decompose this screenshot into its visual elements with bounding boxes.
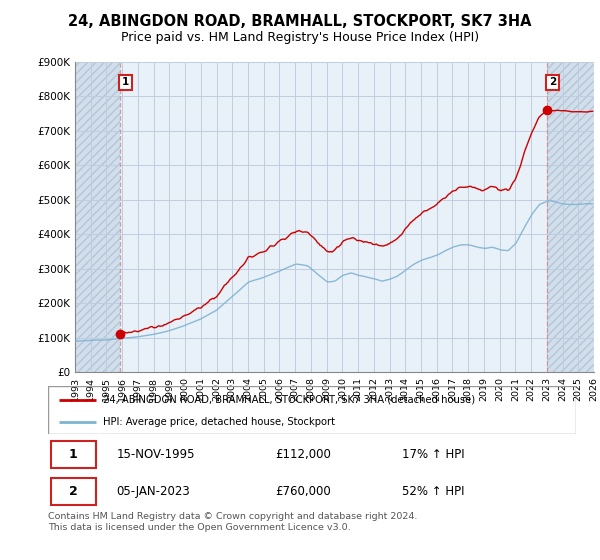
Text: 05-JAN-2023: 05-JAN-2023 [116,485,190,498]
Text: £760,000: £760,000 [275,485,331,498]
Text: 24, ABINGDON ROAD, BRAMHALL, STOCKPORT, SK7 3HA (detached house): 24, ABINGDON ROAD, BRAMHALL, STOCKPORT, … [103,395,476,405]
Text: £112,000: £112,000 [275,448,331,461]
Bar [50,441,95,468]
Text: 24, ABINGDON ROAD, BRAMHALL, STOCKPORT, SK7 3HA: 24, ABINGDON ROAD, BRAMHALL, STOCKPORT, … [68,14,532,29]
Text: Contains HM Land Registry data © Crown copyright and database right 2024.
This d: Contains HM Land Registry data © Crown c… [48,512,418,532]
Text: 2: 2 [549,77,556,87]
Text: 1: 1 [122,77,129,87]
Bar [50,478,95,505]
Text: Price paid vs. HM Land Registry's House Price Index (HPI): Price paid vs. HM Land Registry's House … [121,31,479,44]
Text: 2: 2 [69,485,77,498]
Text: 52% ↑ HPI: 52% ↑ HPI [402,485,464,498]
Text: HPI: Average price, detached house, Stockport: HPI: Average price, detached house, Stoc… [103,417,335,427]
Text: 1: 1 [69,448,77,461]
Text: 17% ↑ HPI: 17% ↑ HPI [402,448,464,461]
Text: 15-NOV-1995: 15-NOV-1995 [116,448,195,461]
